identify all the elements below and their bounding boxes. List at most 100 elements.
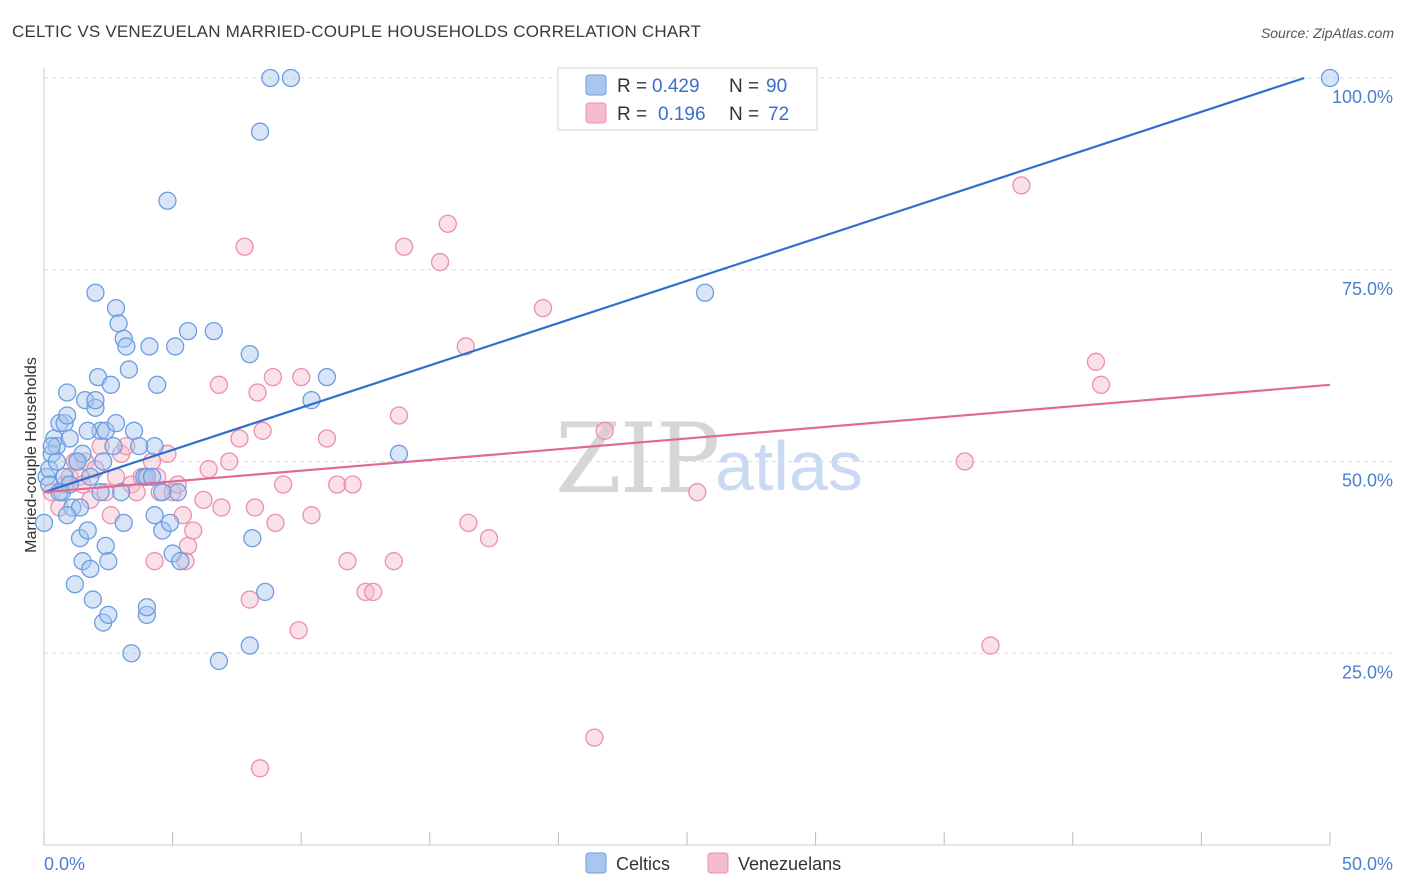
data-point-celtics (119, 360, 139, 379)
data-point-celtics (158, 191, 177, 210)
y-tick-label-75: 75.0% (1342, 279, 1393, 299)
legend-swatch-celtics (585, 74, 607, 96)
data-point-venezuelans (212, 498, 231, 517)
data-point-celtics (209, 651, 229, 671)
data-point-celtics (86, 398, 105, 417)
data-point-venezuelans (317, 429, 337, 448)
data-point-celtics (34, 513, 54, 533)
source-credit: Source: ZipAtlas.com (1260, 25, 1394, 41)
data-point-venezuelans (955, 452, 974, 471)
data-point-celtics (101, 375, 121, 394)
series-venezuelans (42, 176, 1111, 778)
data-point-celtics (166, 337, 185, 356)
data-point-celtics (81, 559, 100, 579)
data-point-celtics (94, 452, 113, 471)
data-point-venezuelans (274, 475, 293, 494)
data-point-venezuelans (343, 475, 362, 494)
data-point-celtics (137, 467, 157, 486)
data-point-celtics (281, 68, 301, 88)
data-point-venezuelans (240, 590, 259, 609)
legend-swatch-venezuelans (585, 102, 607, 124)
data-point-venezuelans (230, 429, 249, 448)
data-point-venezuelans (981, 636, 1000, 655)
data-point-celtics (114, 513, 133, 533)
data-point-celtics (91, 421, 110, 440)
data-point-celtics (130, 437, 149, 456)
data-point-celtics (240, 344, 259, 364)
watermark-zip: ZIP (555, 403, 718, 515)
data-point-celtics (243, 529, 262, 548)
data-point-celtics (104, 437, 123, 456)
bottom-legend: Celtics Venezuelans (585, 852, 841, 874)
data-point-celtics (122, 644, 141, 663)
trend-line-venezuelans (43, 383, 1331, 494)
top-legend: R = 0.429 N = 90 R = 0.196 N = 72 (557, 67, 818, 131)
data-point-celtics (70, 529, 90, 548)
data-point-celtics (86, 390, 105, 410)
data-point-celtics (148, 375, 167, 394)
data-point-venezuelans (394, 237, 414, 256)
data-point-venezuelans (533, 298, 553, 318)
data-point-venezuelans (235, 237, 254, 256)
data-point-celtics (96, 536, 115, 556)
data-point-celtics (83, 590, 103, 609)
data-point-celtics (124, 421, 144, 440)
data-point-celtics (42, 437, 61, 456)
trend-line-celtics (43, 76, 1305, 494)
data-point-celtics (106, 298, 126, 318)
y-tick-labels: 25.0% 50.0% 75.0% 100.0% (1332, 87, 1393, 682)
x-tick-label-min: 0.0% (44, 854, 85, 874)
data-point-venezuelans (50, 498, 69, 517)
data-point-celtics (163, 544, 182, 563)
data-point-venezuelans (245, 498, 265, 517)
data-point-venezuelans (266, 513, 285, 533)
data-point-venezuelans (248, 383, 267, 402)
data-point-celtics (57, 506, 77, 525)
y-tick-label-50: 50.0% (1342, 471, 1393, 491)
data-point-venezuelans (585, 728, 604, 747)
data-point-venezuelans (595, 421, 614, 440)
data-point-venezuelans (250, 759, 270, 778)
data-point-celtics (145, 506, 164, 525)
data-point-celtics (78, 521, 97, 540)
legend-r-label-venezuelans: R = (617, 104, 647, 125)
x-ticks (43, 832, 1331, 845)
data-point-celtics (50, 413, 69, 433)
data-point-celtics (1320, 68, 1340, 88)
bottom-legend-swatch-venezuelans (707, 852, 729, 874)
data-point-celtics (695, 283, 715, 302)
data-point-venezuelans (194, 490, 213, 510)
data-point-venezuelans (456, 337, 475, 356)
data-point-celtics (153, 521, 172, 540)
data-point-venezuelans (302, 506, 321, 525)
data-point-venezuelans (1091, 375, 1111, 394)
data-point-venezuelans (145, 552, 164, 571)
data-point-celtics (57, 406, 77, 425)
data-point-venezuelans (338, 552, 357, 571)
data-point-celtics (160, 513, 180, 533)
data-point-celtics (99, 605, 118, 625)
data-point-celtics (204, 321, 223, 341)
data-point-venezuelans (479, 529, 499, 548)
data-point-celtics (109, 314, 128, 333)
data-point-celtics (142, 467, 162, 486)
data-point-celtics (145, 437, 164, 456)
data-point-celtics (39, 460, 59, 479)
data-point-venezuelans (356, 582, 375, 602)
data-point-venezuelans (364, 582, 383, 602)
data-point-celtics (60, 429, 79, 448)
data-point-celtics (99, 552, 118, 571)
data-point-venezuelans (389, 406, 409, 425)
data-point-venezuelans (384, 552, 403, 571)
data-point-venezuelans (220, 452, 239, 471)
legend-n-value-venezuelans: 72 (768, 104, 789, 125)
bottom-legend-label-venezuelans: Venezuelans (738, 854, 841, 874)
data-point-venezuelans (263, 367, 283, 387)
data-point-venezuelans (430, 252, 450, 272)
data-point-venezuelans (253, 421, 272, 440)
data-point-venezuelans (328, 475, 347, 494)
data-point-celtics (112, 483, 131, 502)
data-point-celtics (317, 367, 337, 387)
data-point-venezuelans (184, 521, 203, 540)
